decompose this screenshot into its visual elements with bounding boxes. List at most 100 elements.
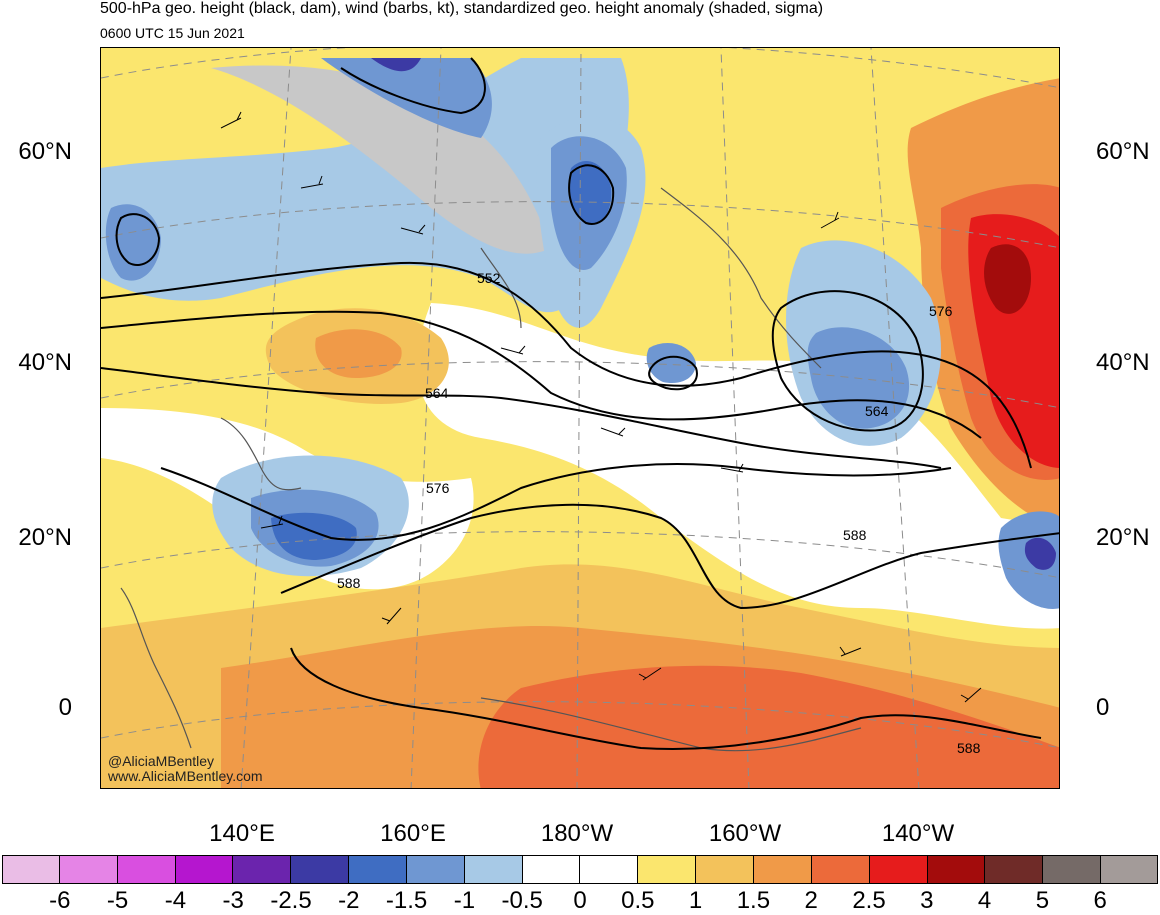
contour-564 (101, 367, 942, 469)
colorbar-bin (753, 855, 812, 884)
coast-philippines (120, 587, 192, 749)
contour-label: 564 (865, 403, 889, 419)
lat-label-left-40n: 40°N (18, 349, 72, 376)
colorbar-bin (696, 855, 754, 884)
warm-anomaly-south-3 (478, 665, 1059, 788)
colorbar-bin (291, 855, 350, 884)
lat-label-right-0: 0 (1096, 694, 1110, 721)
colorbar-bin (233, 855, 292, 884)
contour-552 (101, 261, 1032, 469)
wind-barb (820, 211, 840, 229)
colorbar-bin (811, 855, 870, 884)
contour-label: 564 (425, 385, 449, 401)
lon-label-140e: 140°E (209, 820, 275, 847)
credit-handle: @AliciaMBentley (108, 753, 215, 769)
graticule-lon-160w (720, 48, 750, 788)
wind-barb (300, 175, 324, 189)
coast-alaska (660, 187, 822, 369)
lon-label-140w: 140°W (881, 820, 955, 847)
wind-barb (400, 224, 426, 235)
land-grey (211, 65, 551, 254)
graticule (101, 48, 1059, 788)
lon-label-160w: 160°W (708, 820, 782, 847)
map-panel[interactable]: 552 564 576 588 576 564 588 588 (100, 47, 1060, 789)
colorbar-tick-label: 5 (1035, 887, 1050, 914)
colorbar-bin (406, 855, 465, 884)
contour-588 (290, 647, 1042, 750)
colorbar-tick-label: 6 (1093, 887, 1107, 914)
contour-label: 576 (929, 303, 953, 319)
colorbar-bin (638, 855, 697, 884)
contour-576 (160, 463, 952, 541)
colorbar-bin (869, 855, 928, 884)
neutral-band-central (417, 303, 1059, 629)
cold-anomaly-subtropical-3 (271, 512, 357, 560)
coast-new-guinea (480, 697, 862, 752)
lat-label-right-60n: 60°N (1096, 138, 1150, 165)
colorbar-bin (117, 855, 176, 884)
contour-582 (280, 503, 1059, 610)
lon-label-160e: 160°E (380, 820, 446, 847)
cold-anomaly-east-core (1024, 537, 1056, 570)
colorbar-tick-label: -5 (106, 887, 129, 914)
wind-barb (381, 607, 402, 625)
map-title: 500-hPa geo. height (black, dam), wind (… (100, 0, 824, 17)
coast-japan (220, 417, 302, 491)
lat-label-left-0: 0 (58, 694, 72, 721)
colorbar-bin (1101, 855, 1158, 884)
colorbar-bin (349, 855, 407, 884)
wind-barb (960, 687, 982, 703)
graticule-lon-160e (410, 48, 442, 788)
cold-anomaly-north (101, 58, 629, 313)
contour-label: 588 (843, 527, 867, 543)
warm-anomaly-core (984, 244, 1031, 314)
lon-label-180w: 180°W (540, 820, 614, 847)
colorbar-tick-label: 2 (804, 887, 818, 914)
graticule-lon-180 (576, 48, 582, 788)
cold-anomaly-north-core (371, 58, 421, 72)
contour-label: 588 (337, 575, 361, 591)
colorbar-bin (985, 855, 1044, 884)
contour-aleutian-low (648, 355, 698, 391)
graticule-lon-140w (870, 48, 920, 788)
map-canvas: 552 564 576 588 576 564 588 588 (101, 48, 1059, 788)
cold-anomaly-north-2 (321, 58, 492, 138)
colorbar-tick-label: 1.5 (736, 887, 771, 914)
lat-label-right-20n: 20°N (1096, 524, 1150, 551)
height-contours (101, 57, 1059, 750)
contour-label: 552 (477, 270, 501, 286)
wind-barb (720, 463, 744, 473)
contour-labels: 552 564 576 588 576 564 588 588 (337, 270, 981, 756)
credit-website: www.AliciaMBentley.com (108, 768, 263, 784)
contour-west-low (115, 213, 161, 266)
contour-kamchatka-low (568, 164, 615, 225)
lat-label-left-60n: 60°N (18, 138, 72, 165)
colorbar-tick-label: 0.5 (621, 887, 655, 914)
contour-label: 576 (426, 480, 450, 496)
contour-north-low (340, 57, 486, 115)
lat-label-right-40n: 40°N (1096, 349, 1150, 376)
colorbar-tick-label: -1.5 (385, 887, 428, 914)
contour-558 (101, 310, 982, 439)
colorbar-tick-label: -2.5 (270, 887, 312, 914)
wind-barbs (220, 111, 982, 703)
colorbar-tick-label: 3 (920, 887, 934, 914)
coast-kamchatka (480, 247, 522, 329)
colorbar-tick-label: -0.5 (501, 887, 543, 914)
wind-barb (839, 646, 862, 657)
colorbar-bin (927, 855, 986, 884)
colorbar-tick-label: 4 (977, 887, 992, 914)
wind-barb (600, 427, 626, 437)
colorbar-bin (2, 855, 60, 884)
colorbar-bin (1043, 855, 1102, 884)
graticule-lon-140e (240, 48, 292, 788)
colorbar-bin (175, 855, 234, 884)
colorbar-tick-label: -4 (164, 887, 187, 914)
colorbar-tick-label: -3 (222, 887, 244, 914)
lat-label-left-20n: 20°N (18, 524, 72, 551)
colorbar-tick-label: 0 (573, 887, 587, 914)
contour-gulf-low (771, 290, 924, 432)
colorbar-tick-label: -2 (338, 887, 360, 914)
wind-barb (220, 111, 242, 129)
colorbar-bin (59, 855, 118, 884)
